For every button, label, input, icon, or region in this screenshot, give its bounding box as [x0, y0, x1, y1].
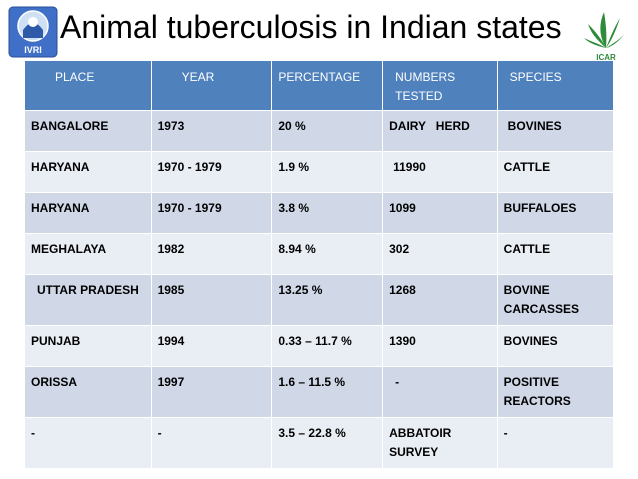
cell-year: 1970 - 1979	[150, 192, 273, 234]
cell-percentage: 3.8 %	[271, 192, 384, 234]
header-year: YEAR	[150, 60, 273, 111]
ivri-logo: IVRI	[8, 6, 58, 58]
cell-percentage: 1.9 %	[271, 151, 384, 193]
cell-numbers-tested: DAIRY HERD	[382, 110, 498, 152]
table-row: HARYANA 1970 - 1979 1.9 % 11990 CATTLE	[24, 151, 615, 193]
cell-species: CATTLE	[496, 233, 615, 275]
cell-year: -	[150, 417, 273, 469]
cell-place: PUNJAB	[24, 325, 152, 367]
cell-percentage: 8.94 %	[271, 233, 384, 275]
cell-place: HARYANA	[24, 192, 152, 234]
cell-percentage: 1.6 – 11.5 %	[271, 366, 384, 418]
header-numbers-tested: NUMBERS TESTED	[382, 60, 498, 111]
cell-percentage: 0.33 – 11.7 %	[271, 325, 384, 367]
cell-numbers-tested: ABBATOIR SURVEY	[382, 417, 498, 469]
table-row: BANGALORE 1973 20 % DAIRY HERD BOVINES	[24, 110, 615, 152]
icar-logo-text: ICAR	[596, 53, 616, 62]
icar-logo: ICAR	[580, 4, 632, 62]
cell-year: 1997	[150, 366, 273, 418]
cell-species: BOVINE CARCASSES	[496, 274, 615, 326]
cell-species: CATTLE	[496, 151, 615, 193]
cell-species: POSITIVE REACTORS	[496, 366, 615, 418]
table-row: PUNJAB 1994 0.33 – 11.7 % 1390 BOVINES	[24, 325, 615, 367]
slide-title: Animal tuberculosis in Indian states	[60, 9, 562, 45]
cell-species: BUFFALOES	[496, 192, 615, 234]
cell-percentage: 20 %	[271, 110, 384, 152]
cell-numbers-tested: 302	[382, 233, 498, 275]
table-row: MEGHALAYA 1982 8.94 % 302 CATTLE	[24, 233, 615, 275]
cell-numbers-tested: 1390	[382, 325, 498, 367]
cell-place: BANGALORE	[24, 110, 152, 152]
table-row: UTTAR PRADESH 1985 13.25 % 1268 BOVINE C…	[24, 274, 615, 326]
table-header-row: PLACE YEAR PERCENTAGE NUMBERS TESTED SPE…	[24, 60, 615, 111]
cell-numbers-tested: -	[382, 366, 498, 418]
header-percentage: PERCENTAGE	[271, 60, 384, 111]
cell-place: ORISSA	[24, 366, 152, 418]
cell-percentage: 3.5 – 22.8 %	[271, 417, 384, 469]
cell-place: HARYANA	[24, 151, 152, 193]
cell-species: BOVINES	[496, 325, 615, 367]
cell-year: 1973	[150, 110, 273, 152]
cell-percentage: 13.25 %	[271, 274, 384, 326]
cell-year: 1985	[150, 274, 273, 326]
cell-year: 1982	[150, 233, 273, 275]
ivri-logo-text: IVRI	[24, 45, 42, 55]
cell-year: 1994	[150, 325, 273, 367]
cell-numbers-tested: 11990	[382, 151, 498, 193]
header-species: SPECIES	[496, 60, 615, 111]
cell-numbers-tested: 1268	[382, 274, 498, 326]
table-row: - - 3.5 – 22.8 % ABBATOIR SURVEY -	[24, 417, 615, 469]
table-row: ORISSA 1997 1.6 – 11.5 % - POSITIVE REAC…	[24, 366, 615, 418]
tuberculosis-table: PLACE YEAR PERCENTAGE NUMBERS TESTED SPE…	[24, 60, 615, 469]
cell-species: BOVINES	[496, 110, 615, 152]
cell-species: -	[496, 417, 615, 469]
header-place: PLACE	[24, 60, 152, 111]
cell-place: UTTAR PRADESH	[24, 274, 152, 326]
table-row: HARYANA 1970 - 1979 3.8 % 1099 BUFFALOES	[24, 192, 615, 234]
cell-place: -	[24, 417, 152, 469]
cell-place: MEGHALAYA	[24, 233, 152, 275]
cell-numbers-tested: 1099	[382, 192, 498, 234]
cell-year: 1970 - 1979	[150, 151, 273, 193]
